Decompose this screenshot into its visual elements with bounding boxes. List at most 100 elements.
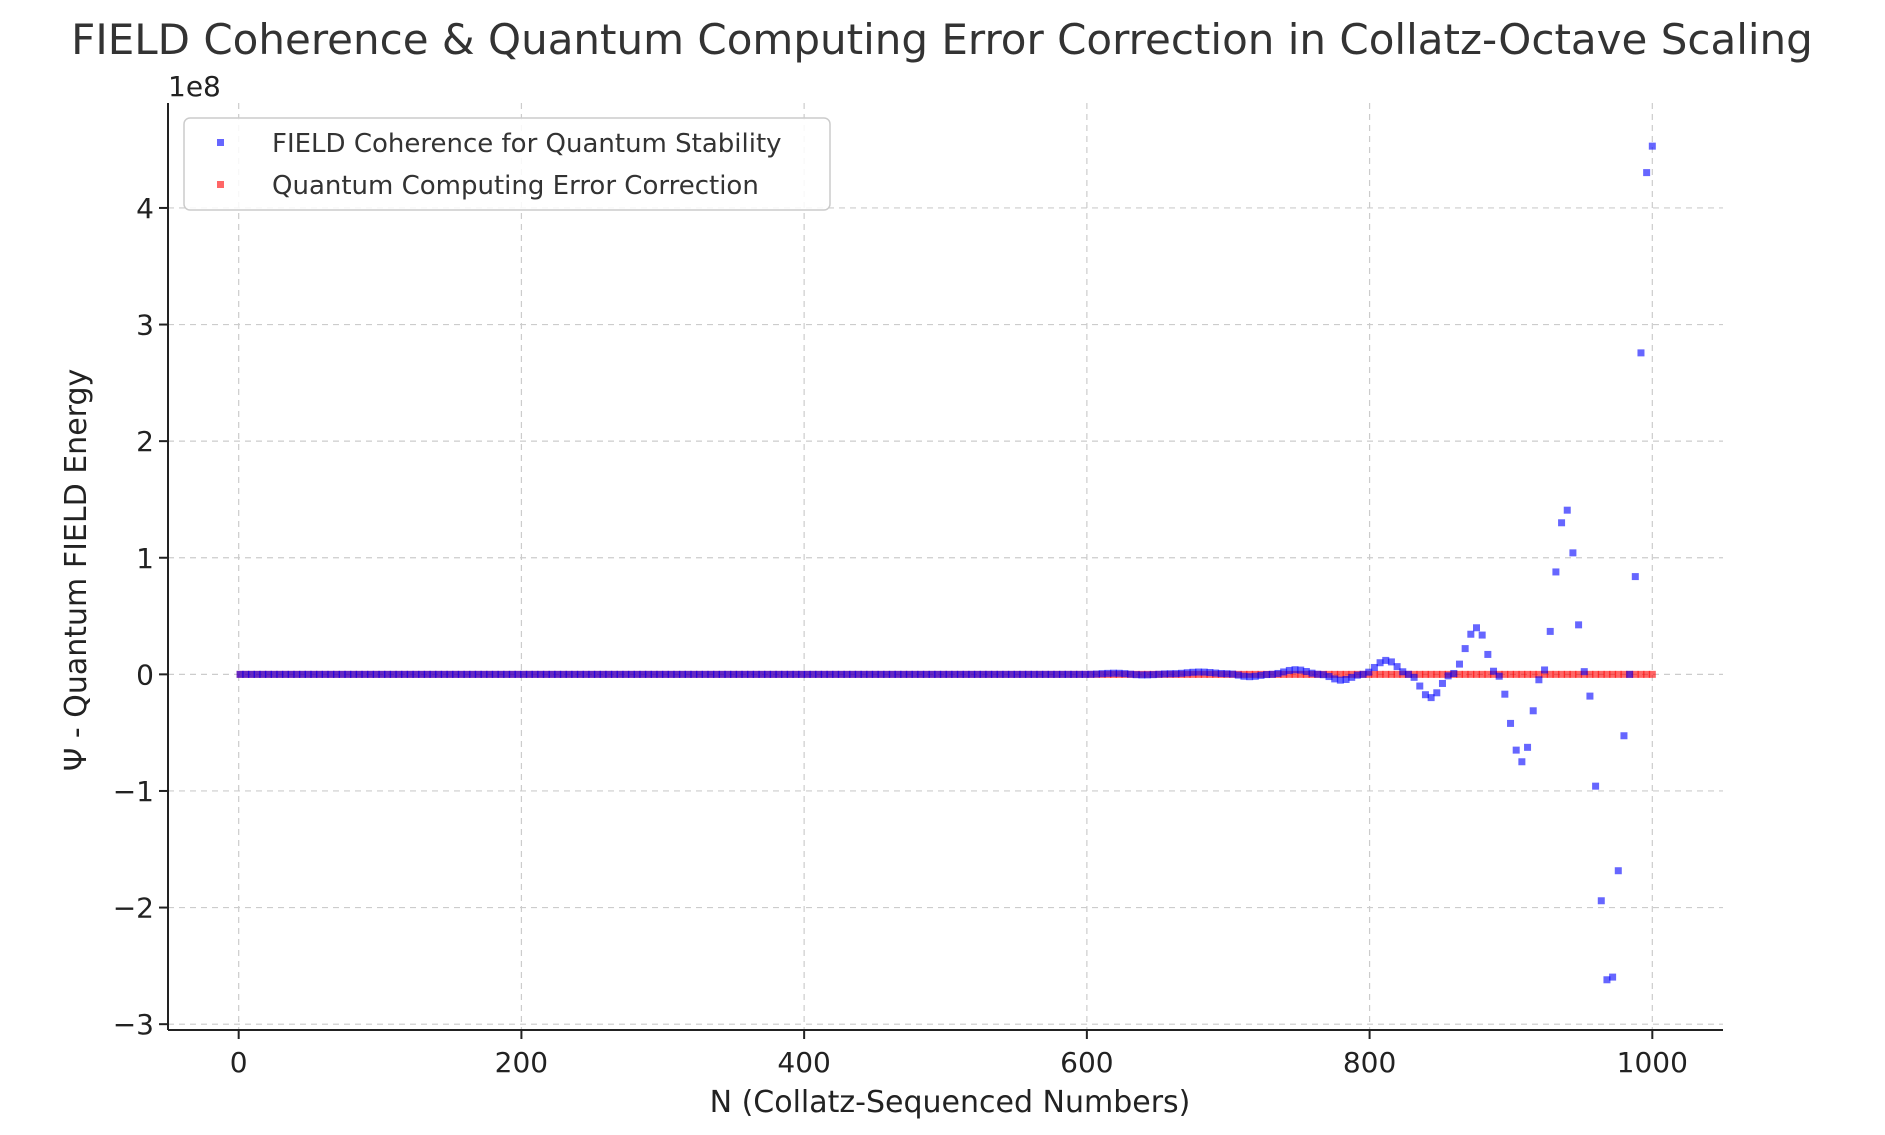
x-tick-label: 200 [495,1046,548,1079]
y-tick-label: −3 [113,1008,154,1041]
data-point-field-coherence [327,670,335,678]
y-tick-label: 0 [136,658,154,691]
data-point-field-coherence [860,670,868,678]
data-point-field-coherence [276,670,284,678]
data-point-field-coherence [979,670,987,678]
data-point-field-coherence [1546,627,1554,635]
data-point-field-coherence [1342,676,1350,684]
data-point-field-coherence [888,670,896,678]
y-tick-label: 1 [136,542,154,575]
y-scale-label: 1e8 [168,70,221,103]
data-point-field-coherence [1161,670,1169,678]
data-point-field-coherence [384,670,392,678]
data-point-error-correction [1393,670,1401,678]
y-tick-label: 3 [136,309,154,342]
y-tick-label: −1 [113,775,154,808]
data-point-field-coherence [446,670,454,678]
data-point-field-coherence [1223,670,1231,678]
data-point-field-coherence [1336,676,1344,684]
data-point-field-coherence [1297,666,1305,674]
data-point-field-coherence [1075,670,1083,678]
data-point-field-coherence [344,670,352,678]
data-point-field-coherence [486,670,494,678]
data-point-field-coherence [1138,671,1146,679]
data-point-field-coherence [350,670,358,678]
data-point-field-coherence [1127,670,1135,678]
data-point-error-correction [1484,670,1492,678]
data-point-field-coherence [520,670,528,678]
data-point-field-coherence [1314,670,1322,678]
data-point-error-correction [1291,670,1299,678]
data-point-field-coherence [1030,670,1038,678]
data-point-field-coherence [247,670,255,678]
data-point-field-coherence [883,670,891,678]
legend-label-field-coherence: FIELD Coherence for Quantum Stability [272,129,782,159]
data-point-field-coherence [1507,719,1515,727]
data-point-field-coherence [877,670,885,678]
data-point-field-coherence [559,670,567,678]
data-point-error-correction [1387,670,1395,678]
data-point-field-coherence [1427,694,1435,702]
data-point-field-coherence [1399,668,1407,676]
data-point-field-coherence [542,670,550,678]
data-point-field-coherence [667,670,675,678]
data-point-field-coherence [1115,669,1123,677]
x-tick-label: 800 [1343,1046,1396,1079]
data-point-field-coherence [1155,670,1163,678]
data-point-error-correction [1535,670,1543,678]
data-point-field-coherence [554,670,562,678]
data-point-field-coherence [1302,667,1310,675]
data-point-field-coherence [1240,672,1248,680]
data-point-field-coherence [1433,689,1441,697]
data-point-field-coherence [1195,668,1203,676]
data-point-field-coherence [798,670,806,678]
x-tick-label: 1000 [1617,1046,1688,1079]
data-point-field-coherence [1643,169,1651,177]
data-point-error-correction [1648,670,1656,678]
y-tick-label: 4 [136,192,154,225]
data-point-field-coherence [293,670,301,678]
data-point-error-correction [1438,670,1446,678]
data-point-error-correction [1342,670,1350,678]
data-point-error-correction [1597,670,1605,678]
data-point-field-coherence [333,670,341,678]
data-point-field-coherence [1535,676,1543,684]
data-point-field-coherence [1285,666,1293,674]
data-point-field-coherence [440,670,448,678]
data-point-field-coherence [837,670,845,678]
data-point-field-coherence [423,670,431,678]
data-point-field-coherence [1291,666,1299,674]
data-point-field-coherence [843,670,851,678]
data-point-error-correction [1620,670,1628,678]
data-point-field-coherence [1478,631,1486,639]
data-point-field-coherence [565,670,573,678]
data-point-field-coherence [730,670,738,678]
data-point-field-coherence [990,670,998,678]
data-point-field-coherence [452,670,460,678]
legend: FIELD Coherence for Quantum Stability Qu… [183,117,831,211]
data-point-field-coherence [1365,668,1373,676]
data-point-field-coherence [525,670,533,678]
data-point-field-coherence [639,670,647,678]
data-point-field-coherence [747,670,755,678]
data-point-error-correction [1614,670,1622,678]
data-point-field-coherence [1229,670,1237,678]
data-point-error-correction [1370,670,1378,678]
data-point-field-coherence [1563,506,1571,514]
data-point-field-coherence [1490,667,1498,675]
data-point-field-coherence [644,670,652,678]
data-point-error-correction [1455,670,1463,678]
data-point-field-coherence [684,670,692,678]
data-point-field-coherence [1246,673,1254,681]
data-point-field-coherence [616,670,624,678]
data-point-error-correction [1518,670,1526,678]
data-point-field-coherence [718,670,726,678]
data-point-error-correction [1592,670,1600,678]
data-point-field-coherence [815,670,823,678]
data-point-field-coherence [418,670,426,678]
data-point-field-coherence [1251,672,1259,680]
data-point-field-coherence [1172,670,1180,678]
data-point-field-coherence [945,670,953,678]
y-tick-label: 2 [136,425,154,458]
axes: 0 200 400 600 800 1000 −3 −2 −1 0 1 2 3 4 [113,103,1723,1079]
